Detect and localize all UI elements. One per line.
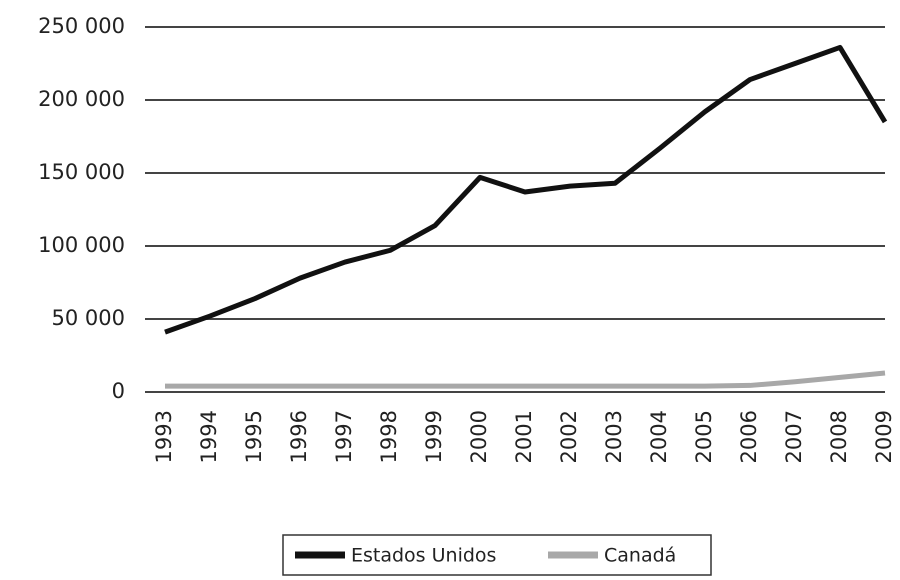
x-tick-label: 1997 <box>332 410 356 463</box>
x-tick-label: 2001 <box>512 410 536 463</box>
x-tick-label: 2007 <box>782 410 806 463</box>
legend-label: Canadá <box>604 545 676 567</box>
y-tick-label: 100 000 <box>38 233 125 257</box>
x-tick-label: 1995 <box>242 410 266 463</box>
x-tick-label: 1996 <box>287 410 311 463</box>
x-tick-label: 2008 <box>827 410 851 463</box>
x-tick-label: 1998 <box>377 410 401 463</box>
y-tick-label: 0 <box>112 379 125 403</box>
y-tick-label: 250 000 <box>38 14 125 38</box>
series-line <box>165 370 886 389</box>
y-tick-label: 200 000 <box>38 87 125 111</box>
x-tick-label: 2003 <box>602 410 626 463</box>
y-tick-label: 150 000 <box>38 160 125 184</box>
x-tick-label: 2002 <box>557 410 581 463</box>
x-tick-label: 2005 <box>692 410 716 463</box>
series-line <box>164 44 888 335</box>
x-tick-label: 1994 <box>197 410 221 463</box>
x-tick-label: 2006 <box>737 410 761 463</box>
x-tick-label: 2000 <box>467 410 491 463</box>
x-tick-label: 2009 <box>872 410 896 463</box>
y-tick-label: 50 000 <box>52 306 125 330</box>
x-tick-label: 2004 <box>647 410 671 463</box>
legend-label: Estados Unidos <box>351 545 496 567</box>
x-tick-label: 1999 <box>422 410 446 463</box>
x-tick-label: 1993 <box>152 410 176 463</box>
legend-box <box>282 534 712 576</box>
